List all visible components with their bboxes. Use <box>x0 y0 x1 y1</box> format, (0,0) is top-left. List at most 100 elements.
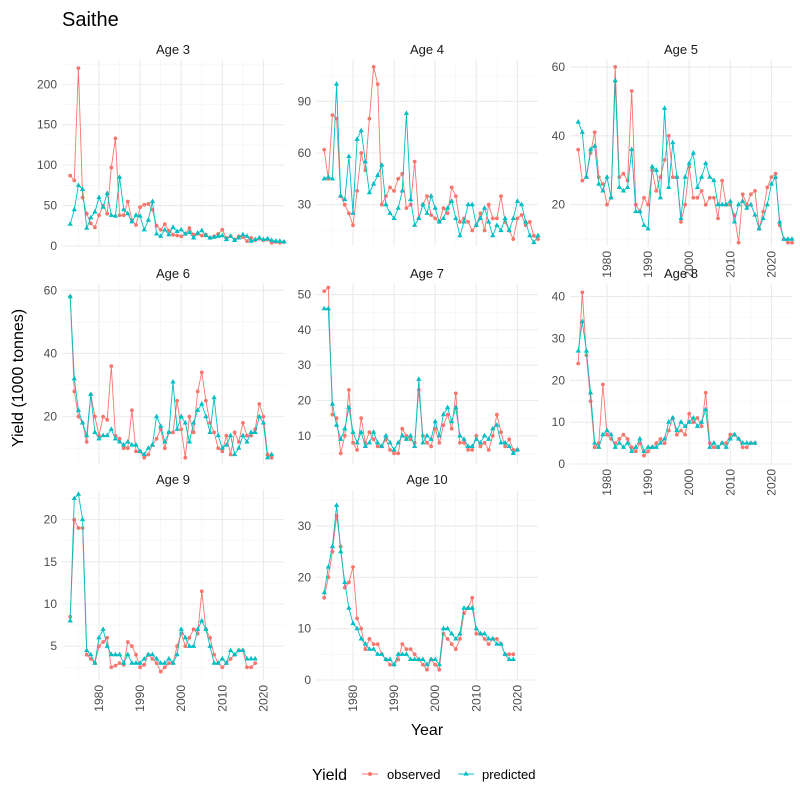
observed-point <box>580 178 585 183</box>
chart-title: Saithe <box>62 9 119 31</box>
predicted-point <box>494 222 500 227</box>
predicted-point <box>486 436 492 441</box>
predicted-point <box>535 232 541 238</box>
predicted-point <box>236 445 242 450</box>
predicted-point <box>321 589 327 595</box>
predicted-point <box>96 435 102 441</box>
predicted-point <box>690 150 696 155</box>
predicted-point <box>457 432 463 438</box>
observed-point <box>171 430 175 435</box>
observed-point <box>347 211 351 216</box>
predicted-point <box>195 626 201 631</box>
x-tick-label: 1980 <box>600 251 614 278</box>
y-tick-label: 10 <box>552 415 566 429</box>
observed-point <box>740 192 745 197</box>
predicted-point <box>703 406 709 412</box>
predicted-point <box>379 651 385 656</box>
observed-point <box>400 642 405 646</box>
observed-point <box>371 642 376 646</box>
predicted-point <box>211 394 217 400</box>
observed-point <box>249 665 254 670</box>
predicted-point <box>248 238 254 243</box>
observed-point <box>580 290 585 295</box>
observed-point <box>621 432 626 437</box>
predicted-point <box>215 233 221 238</box>
observed-point <box>142 202 147 207</box>
predicted-point <box>399 187 405 193</box>
predicted-line <box>577 80 792 240</box>
predicted-point <box>116 438 123 444</box>
x-tick-label: 2000 <box>682 469 696 496</box>
predicted-point <box>137 213 143 218</box>
predicted-point <box>354 625 360 631</box>
observed-point <box>429 444 433 449</box>
predicted-point <box>703 160 709 165</box>
observed-point <box>470 228 475 233</box>
observed-point <box>670 175 675 180</box>
predicted-point <box>424 432 430 438</box>
observed-point <box>658 437 663 441</box>
predicted-point <box>199 401 205 406</box>
observed-point <box>458 220 462 224</box>
observed-point <box>478 211 483 216</box>
observed-point <box>642 453 646 458</box>
observed-point <box>519 213 524 217</box>
observed-point <box>592 445 597 450</box>
observed-point <box>486 448 491 452</box>
observed-point <box>105 635 110 640</box>
predicted-point <box>219 655 225 661</box>
observed-point <box>195 389 200 394</box>
predicted-point <box>104 432 110 438</box>
observed-point <box>105 417 110 422</box>
predicted-point <box>252 655 258 661</box>
observed-point <box>330 412 335 417</box>
predicted-point <box>370 646 377 651</box>
predicted-point <box>510 215 516 221</box>
predicted-point <box>199 227 205 233</box>
observed-point <box>68 173 73 178</box>
predicted-point <box>498 439 504 445</box>
observed-point <box>621 171 626 176</box>
predicted-point <box>190 234 197 240</box>
predicted-point <box>657 440 664 445</box>
predicted-point <box>333 422 340 427</box>
observed-point <box>175 398 180 403</box>
predicted-point <box>203 626 209 631</box>
predicted-point <box>490 232 496 238</box>
observed-point <box>687 411 692 416</box>
predicted-point <box>670 139 676 145</box>
predicted-point <box>612 444 618 449</box>
predicted-point <box>350 429 356 434</box>
predicted-point <box>707 174 713 179</box>
observed-point <box>130 408 134 413</box>
observed-point <box>363 647 368 652</box>
predicted-point <box>88 651 94 657</box>
predicted-point <box>358 429 364 434</box>
predicted-point <box>579 129 585 134</box>
observed-point <box>421 662 425 667</box>
predicted-point <box>129 660 135 665</box>
observed-point <box>162 665 167 670</box>
predicted-point <box>444 205 451 210</box>
observed-point <box>212 430 217 435</box>
predicted-point <box>170 660 176 665</box>
predicted-point <box>715 444 721 449</box>
facet-label: Age 8 <box>664 266 698 281</box>
observed-point <box>691 420 696 424</box>
predicted-point <box>616 440 622 445</box>
predicted-point <box>354 439 360 445</box>
observed-line <box>69 519 256 673</box>
predicted-point <box>149 651 156 657</box>
panel-age-4: Age 4 30 60 90 <box>298 42 541 246</box>
observed-point <box>117 661 122 665</box>
predicted-point <box>158 423 164 428</box>
observed-point <box>355 189 359 193</box>
x-tick-label: 1980 <box>92 685 106 712</box>
predicted-point <box>125 210 131 216</box>
predicted-point <box>281 238 287 244</box>
predicted-point <box>661 105 668 110</box>
observed-point <box>503 444 507 449</box>
y-tick-label: 20 <box>552 373 566 387</box>
y-tick-label: 200 <box>37 77 57 91</box>
predicted-point <box>412 443 418 448</box>
